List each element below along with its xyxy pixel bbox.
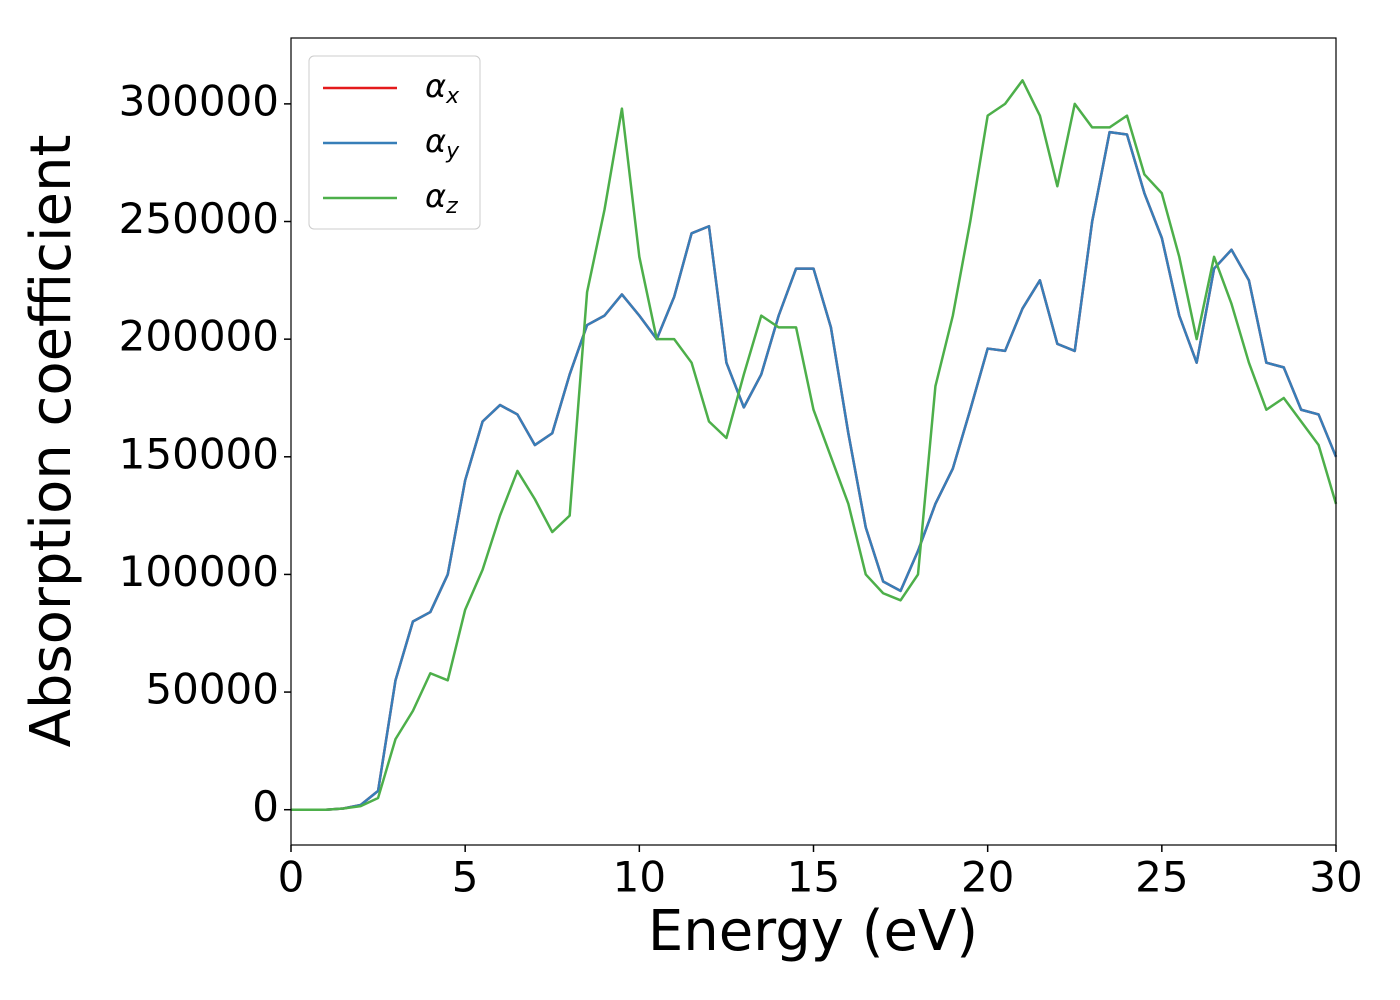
plot-frame <box>290 37 1337 846</box>
legend-label: αy <box>425 122 460 164</box>
y-axis-label: Absorption coefficient <box>19 135 84 748</box>
legend-label: αx <box>425 67 460 109</box>
x-tick-label: 5 <box>452 853 479 902</box>
series-line <box>291 79 1338 811</box>
y-tick-label: 50000 <box>145 665 279 714</box>
x-tick-label: 0 <box>278 853 305 902</box>
y-tick-label: 100000 <box>119 547 279 596</box>
series-line <box>291 130 1338 811</box>
series-line <box>291 130 1338 811</box>
x-tick-label: 10 <box>613 853 666 902</box>
y-tick-label: 200000 <box>119 312 279 361</box>
x-tick-label: 15 <box>787 853 840 902</box>
x-axis-label: Energy (eV) <box>648 899 978 964</box>
x-tick-label: 25 <box>1135 853 1188 902</box>
legend-label: αz <box>425 177 458 219</box>
y-tick-label: 0 <box>252 782 279 831</box>
y-tick-label: 150000 <box>119 429 279 478</box>
y-tick-label: 250000 <box>119 194 279 243</box>
x-tick-label: 20 <box>961 853 1014 902</box>
y-tick-label: 300000 <box>119 76 279 125</box>
x-tick-label: 30 <box>1309 853 1362 902</box>
